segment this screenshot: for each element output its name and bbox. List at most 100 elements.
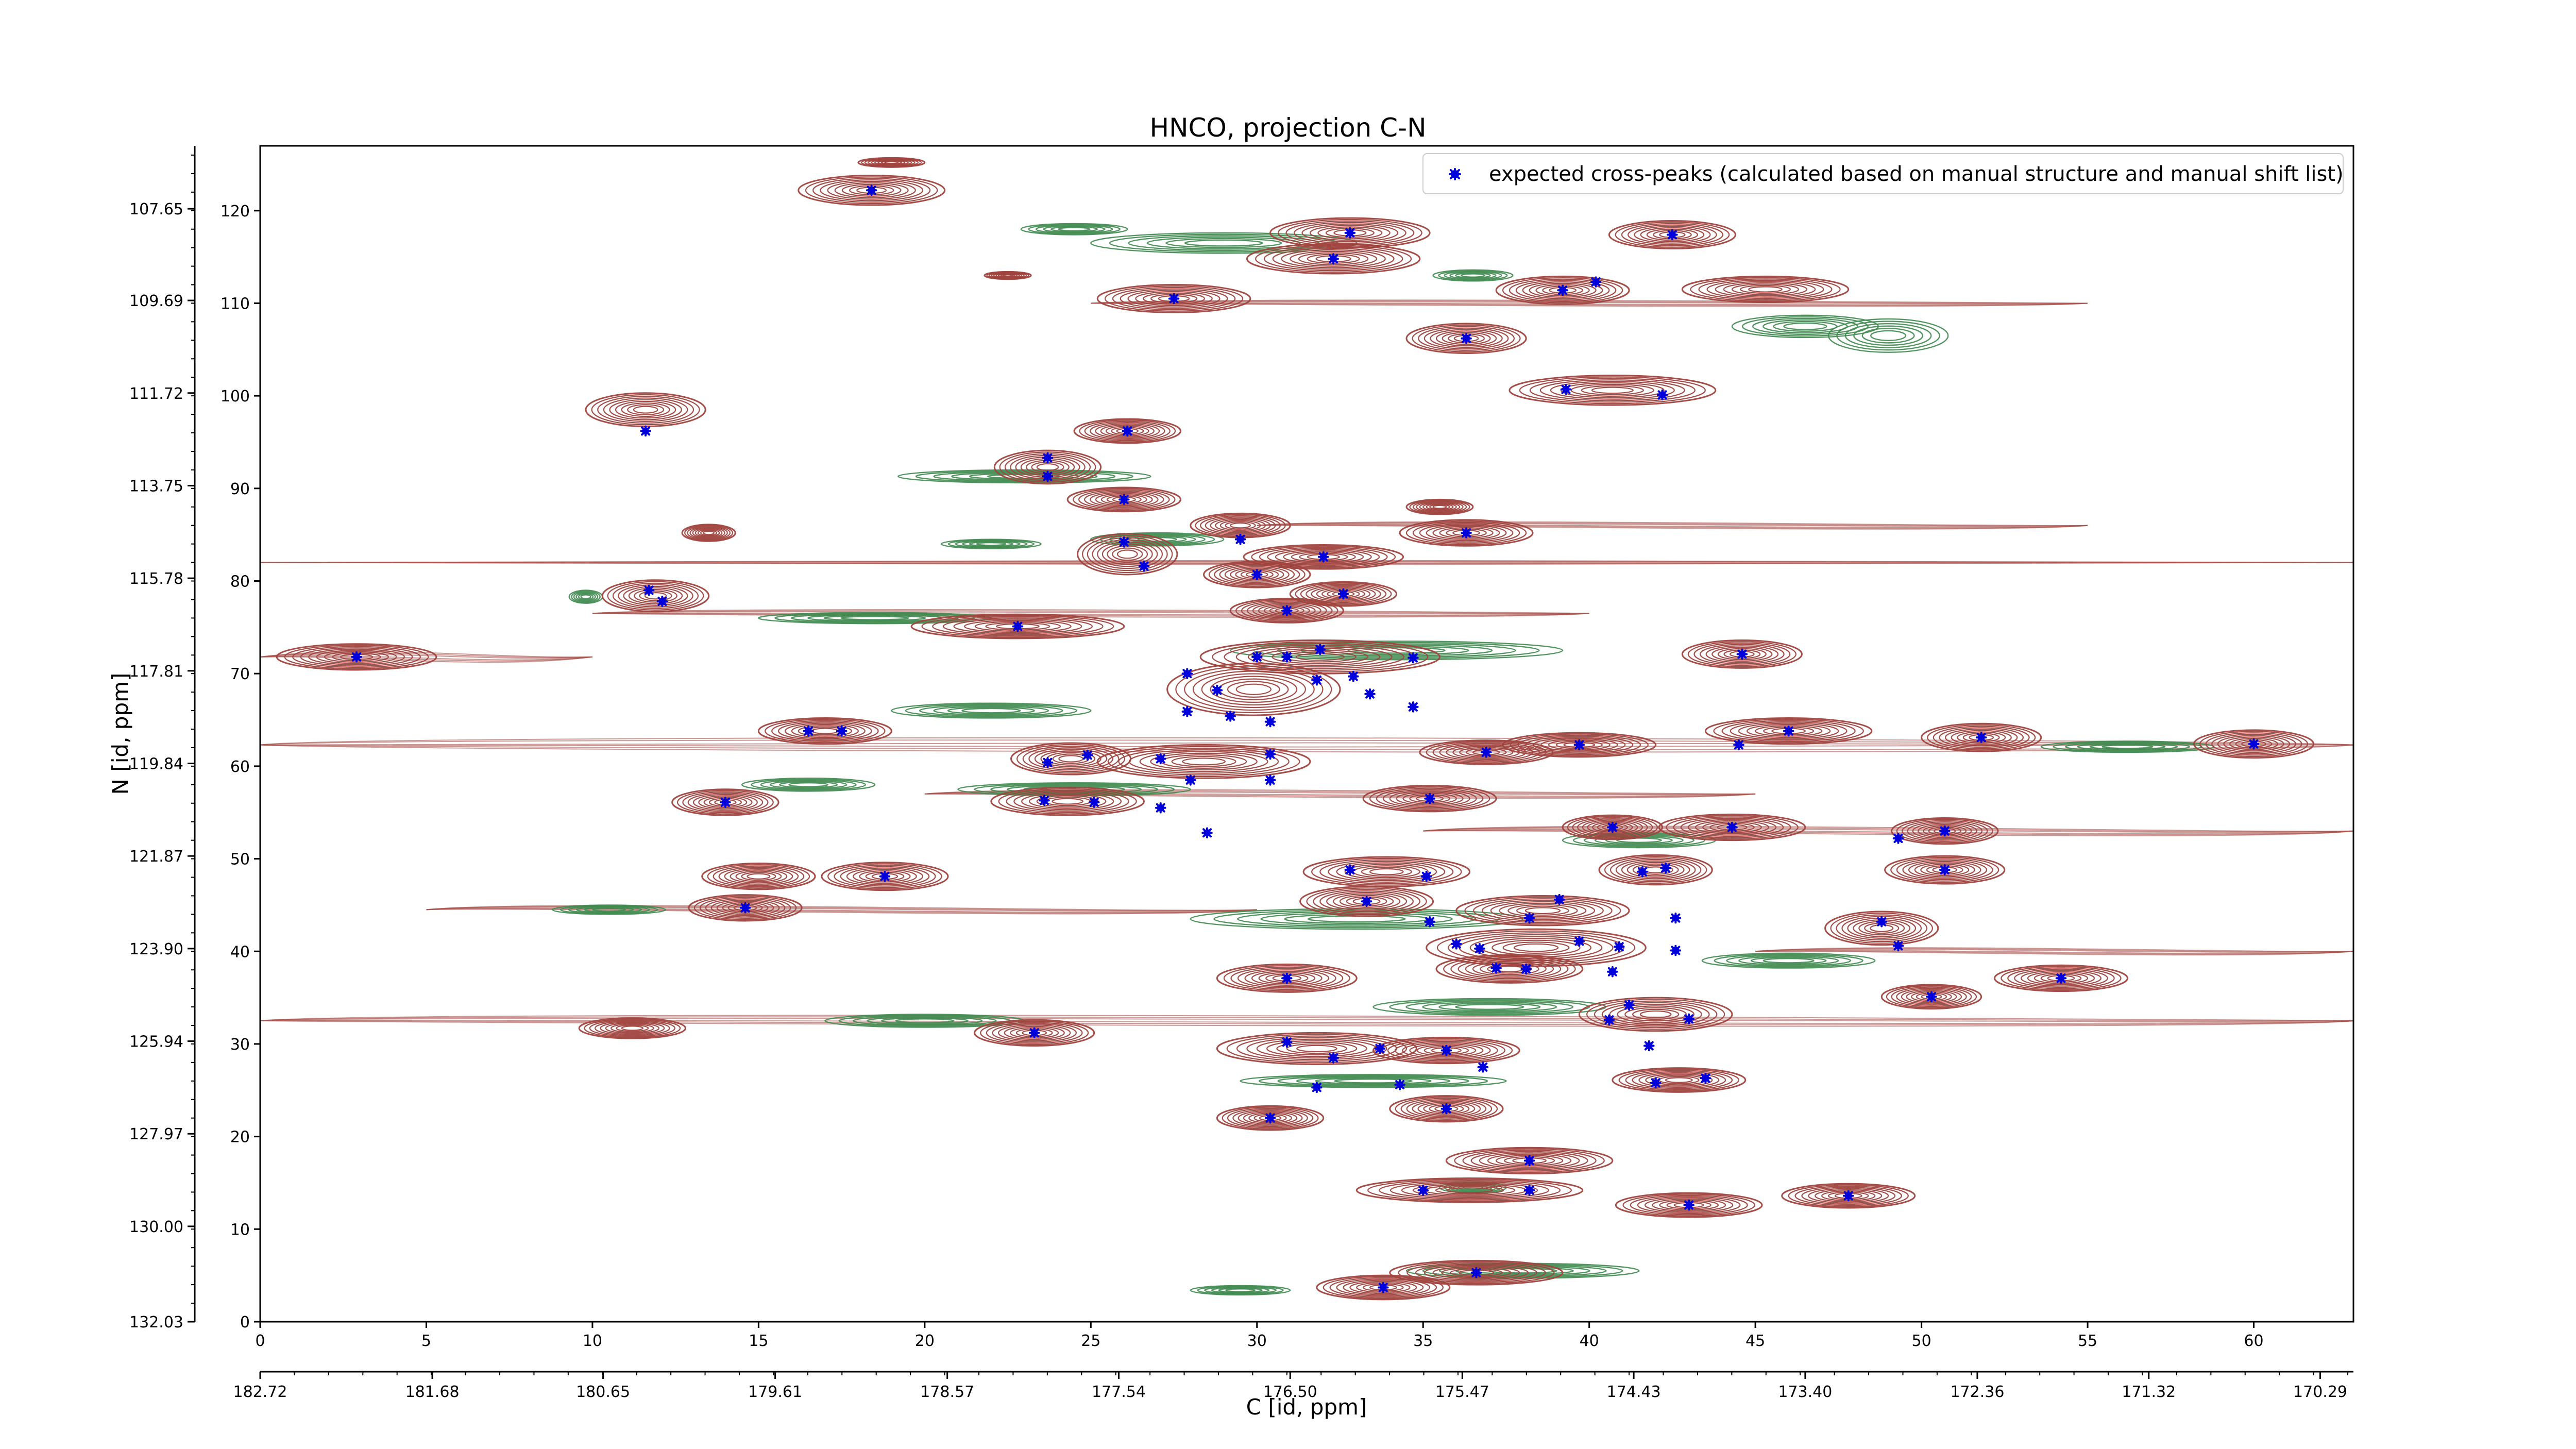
peak-marker xyxy=(351,651,362,663)
x-index-tick-label: 40 xyxy=(1580,1332,1599,1350)
peak-marker xyxy=(2055,972,2067,984)
x-axis-label: C [id, ppm] xyxy=(1246,1394,1367,1420)
plot-frame xyxy=(259,145,2354,1323)
contour-positive xyxy=(688,894,803,922)
contour-positive xyxy=(1302,856,1471,887)
peak-marker xyxy=(1361,896,1372,907)
peak-marker xyxy=(1470,1267,1482,1278)
x-index-tick-label: 60 xyxy=(2244,1332,2263,1350)
peak-marker xyxy=(1089,797,1100,808)
contour-positive xyxy=(1216,1032,1417,1065)
y-ppm-tick-label: 109.69 xyxy=(129,292,183,310)
peak-marker xyxy=(643,584,655,596)
peak-marker xyxy=(1670,912,1682,924)
peak-marker xyxy=(1042,452,1054,464)
peak-marker xyxy=(1700,1072,1711,1084)
x-index-axis: 0 5 10 15 20 25 30 35 40 45 50 55 60 xyxy=(255,1322,2264,1350)
peak-marker xyxy=(1637,866,1648,878)
peak-marker xyxy=(1264,1112,1276,1124)
x-ppm-tick-label: 176.50 xyxy=(1263,1383,1317,1401)
contour-positive xyxy=(1598,854,1713,886)
peak-marker xyxy=(1573,739,1585,751)
contour-positive xyxy=(1299,885,1434,917)
y-index-tick-label: 70 xyxy=(230,665,250,683)
peak-marker xyxy=(1643,1040,1655,1052)
contour-positive xyxy=(1096,284,1251,313)
peak-marker xyxy=(1783,725,1794,737)
legend-label: expected cross-peaks (calculated based o… xyxy=(1489,162,2344,186)
y-ppm-tick-label: 121.87 xyxy=(129,848,183,866)
y-index-tick-label: 100 xyxy=(221,387,250,406)
peak-marker xyxy=(1155,753,1166,765)
contour-negative xyxy=(1731,314,1879,339)
peak-marker xyxy=(1623,999,1635,1011)
peak-marker xyxy=(1181,706,1193,717)
x-index-tick-label: 5 xyxy=(421,1332,431,1350)
contour-negative xyxy=(1372,998,1607,1016)
peak-marker xyxy=(866,184,877,196)
peak-marker xyxy=(1440,1103,1452,1115)
peak-marker xyxy=(1122,425,1133,437)
peak-marker xyxy=(1461,332,1472,344)
contour-positive xyxy=(1405,498,1474,515)
peak-marker xyxy=(1251,569,1263,580)
contour-positive xyxy=(1435,954,1584,984)
peak-marker xyxy=(1318,551,1329,563)
x-index-tick-label: 30 xyxy=(1247,1332,1267,1350)
contour-positive xyxy=(1921,722,2042,752)
peak-marker xyxy=(1281,972,1293,984)
peak-marker xyxy=(1281,605,1293,616)
contour-positive xyxy=(601,579,710,613)
contour-positive xyxy=(578,1017,686,1039)
peak-marker xyxy=(1490,962,1502,974)
contour-streak xyxy=(592,609,1589,618)
y-ppm-tick-label: 130.00 xyxy=(129,1218,183,1236)
y-ppm-tick-label: 117.81 xyxy=(129,663,183,681)
contour-positive xyxy=(276,643,437,671)
peak-marker xyxy=(1394,1079,1405,1090)
peak-marker xyxy=(640,425,651,437)
peak-marker xyxy=(656,596,668,607)
peak-marker xyxy=(1926,991,1937,1003)
x-index-tick-label: 50 xyxy=(1912,1332,1931,1350)
peak-marker xyxy=(1842,1190,1854,1202)
contour-positive xyxy=(1216,963,1358,993)
contour-negative xyxy=(1229,641,1564,661)
contour-negative xyxy=(1432,269,1514,282)
x-index-tick-label: 10 xyxy=(583,1332,602,1350)
contour-positive xyxy=(1389,1095,1504,1123)
contour-positive xyxy=(798,174,946,206)
peak-marker xyxy=(1474,943,1485,954)
y-ppm-axis: 107.65 109.69 111.72 113.75 115.78 117.81 119.… xyxy=(129,146,196,1332)
x-index-tick-label: 25 xyxy=(1081,1332,1100,1350)
contour-positive xyxy=(757,717,892,745)
contour-positive xyxy=(1884,855,2006,885)
y-ppm-tick-label: 115.78 xyxy=(129,570,183,588)
peak-marker xyxy=(1328,1052,1339,1064)
peak-marker xyxy=(1560,383,1572,395)
peak-marker xyxy=(1670,945,1682,956)
contour-positive xyxy=(984,271,1032,280)
x-ppm-tick-label: 174.43 xyxy=(1607,1383,1661,1401)
peak-marker xyxy=(1613,941,1625,953)
contour-streak xyxy=(426,905,1257,915)
contour-positive xyxy=(1096,744,1311,779)
x-ppm-tick-label: 177.54 xyxy=(1092,1383,1146,1401)
contour-positive xyxy=(2193,729,2315,759)
y-ppm-tick-label: 132.03 xyxy=(129,1313,183,1332)
peak-marker xyxy=(1607,821,1618,833)
peak-marker xyxy=(1733,739,1744,751)
contour-positive xyxy=(1455,895,1630,926)
contour-positive xyxy=(1077,533,1178,576)
peak-marker xyxy=(1523,912,1535,924)
peak-marker xyxy=(1523,1185,1535,1196)
y-ppm-tick-label: 125.94 xyxy=(129,1033,183,1051)
y-ppm-tick-label: 123.90 xyxy=(129,940,183,958)
peak-marker xyxy=(1523,1155,1535,1167)
peak-marker xyxy=(1590,276,1602,288)
peak-marker xyxy=(2248,738,2260,750)
peak-marker xyxy=(1378,1282,1389,1293)
peak-marker xyxy=(720,797,731,808)
peak-marker xyxy=(1603,1014,1615,1025)
peak-marker xyxy=(803,725,814,737)
